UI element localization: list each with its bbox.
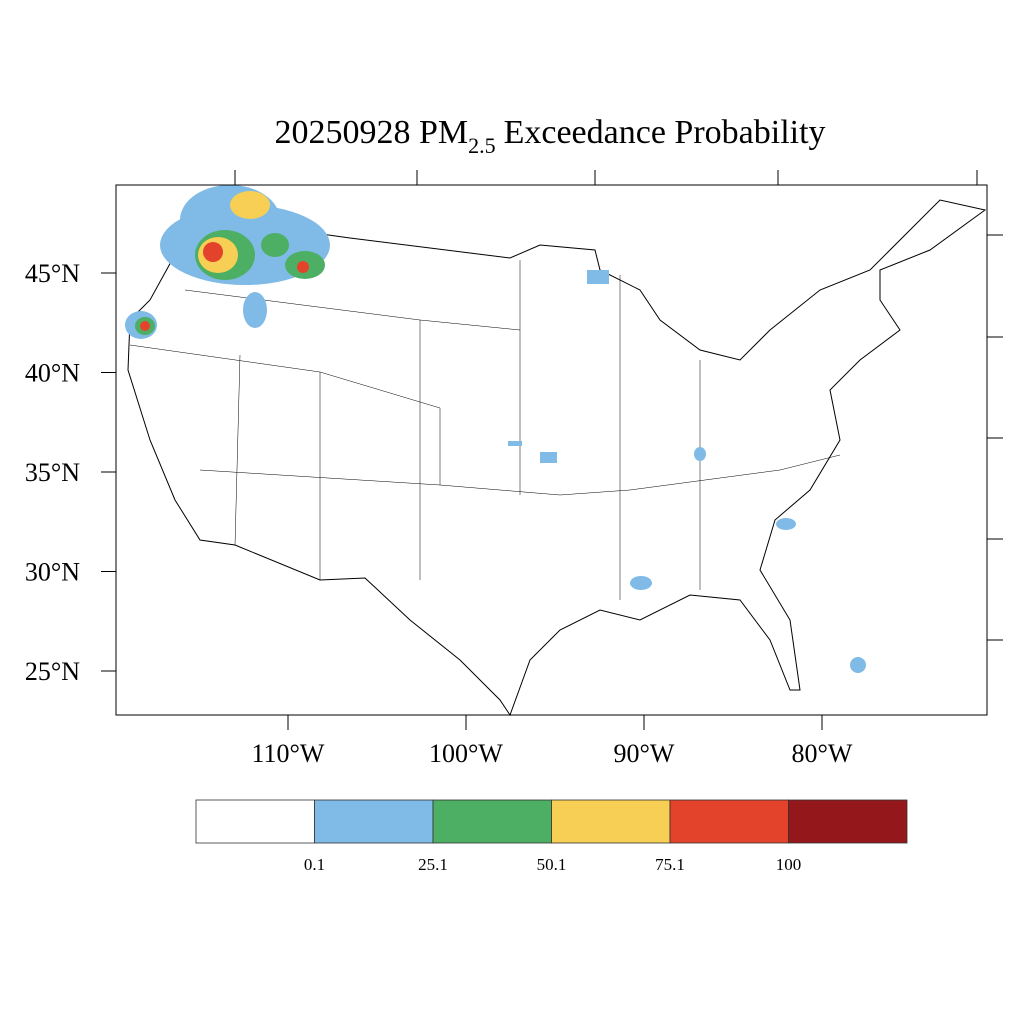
lat-label: 30°N	[25, 558, 80, 587]
probability-areas	[125, 185, 866, 673]
state-lines	[129, 260, 841, 600]
lon-label: 90°W	[614, 739, 675, 768]
colorbar: 0.1 25.1 50.1 75.1 100	[195, 799, 908, 874]
colorbar-box	[788, 799, 908, 844]
colorbar-label: 0.1	[304, 855, 325, 874]
top-ticks	[234, 170, 1003, 641]
colorbar-box	[432, 799, 552, 844]
map-area	[115, 170, 1003, 717]
lat-label: 40°N	[25, 359, 80, 388]
colorbar-box	[314, 799, 434, 844]
colorbar-box	[669, 799, 789, 844]
lat-label: 35°N	[25, 458, 80, 487]
title: 20250928 PM2.5 Exceedance Probability	[274, 114, 825, 158]
colorbar-box	[195, 799, 315, 844]
axis-ticks: 45°N 40°N 35°N 30°N 25°N 110°W 100°W 90°W 80°W	[25, 259, 853, 768]
title-main: 20250928 PM	[274, 114, 468, 151]
lat-label: 25°N	[25, 657, 80, 686]
colorbar-label: 50.1	[537, 855, 567, 874]
lon-label: 110°W	[252, 739, 325, 768]
lon-label: 100°W	[429, 739, 503, 768]
map-frame	[115, 184, 988, 716]
colorbar-label: 100	[776, 855, 802, 874]
colorbar-label: 75.1	[655, 855, 685, 874]
colorbar-label: 25.1	[418, 855, 448, 874]
us-outline	[127, 199, 987, 717]
title-subscript: 2.5	[468, 133, 496, 158]
colorbar-box	[551, 799, 671, 844]
title-rest: Exceedance Probability	[504, 114, 826, 151]
lon-label: 80°W	[792, 739, 853, 768]
lat-label: 45°N	[25, 259, 80, 288]
